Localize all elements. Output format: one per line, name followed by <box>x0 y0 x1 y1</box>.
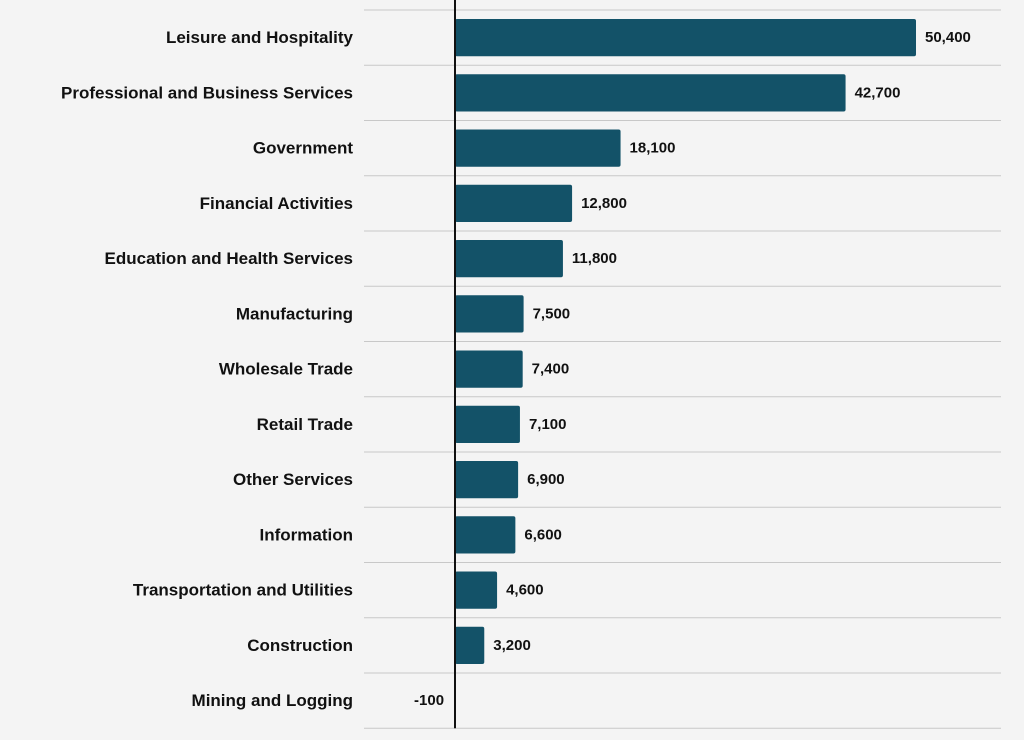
value-label: 12,800 <box>581 195 627 212</box>
bar-wholesale-trade <box>455 350 523 388</box>
value-label: 6,900 <box>527 471 565 488</box>
bar-retail-trade <box>455 405 520 443</box>
bar-financial-activities <box>455 184 573 222</box>
bar-information <box>455 516 516 554</box>
category-label: Construction <box>247 636 353 655</box>
category-label: Education and Health Services <box>105 249 353 268</box>
value-label: 7,400 <box>532 361 570 378</box>
value-label: 6,600 <box>524 526 562 543</box>
value-label: 7,500 <box>533 305 571 322</box>
category-label: Wholesale Trade <box>219 360 353 379</box>
bar-government <box>455 129 621 167</box>
bar-professional-and-business-services <box>455 74 846 112</box>
category-labels: Leisure and Hospitality Professional and … <box>61 28 354 710</box>
category-label: Transportation and Utilities <box>133 581 353 600</box>
bar-leisure-and-hospitality <box>455 19 916 57</box>
bar-manufacturing <box>455 295 524 333</box>
value-label: 7,100 <box>529 416 567 433</box>
value-label: 3,200 <box>493 637 531 654</box>
value-label: 11,800 <box>572 250 617 267</box>
category-label: Manufacturing <box>236 304 353 323</box>
category-label: Leisure and Hospitality <box>166 28 354 47</box>
bar-other-services <box>455 461 519 499</box>
category-label: Retail Trade <box>257 415 353 434</box>
value-labels: 50,400 42,700 18,100 12,800 11,800 7,500 7,400… <box>414 29 971 709</box>
category-label: Mining and Logging <box>192 691 353 710</box>
grid-lines <box>364 9 1001 729</box>
bars <box>454 19 916 720</box>
category-label: Professional and Business Services <box>61 83 353 102</box>
value-label: 4,600 <box>506 582 544 599</box>
value-label: 42,700 <box>855 84 901 101</box>
category-label: Other Services <box>233 470 353 489</box>
category-label: Government <box>253 139 353 158</box>
category-label: Information <box>260 525 354 544</box>
value-label: 18,100 <box>630 140 676 157</box>
bar-transportation-and-utilities <box>455 571 498 609</box>
category-label: Financial Activities <box>200 194 353 213</box>
value-label: 50,400 <box>925 29 971 46</box>
bar-education-and-health-services <box>455 240 563 278</box>
bar-construction <box>455 626 485 664</box>
value-label: -100 <box>414 692 444 709</box>
